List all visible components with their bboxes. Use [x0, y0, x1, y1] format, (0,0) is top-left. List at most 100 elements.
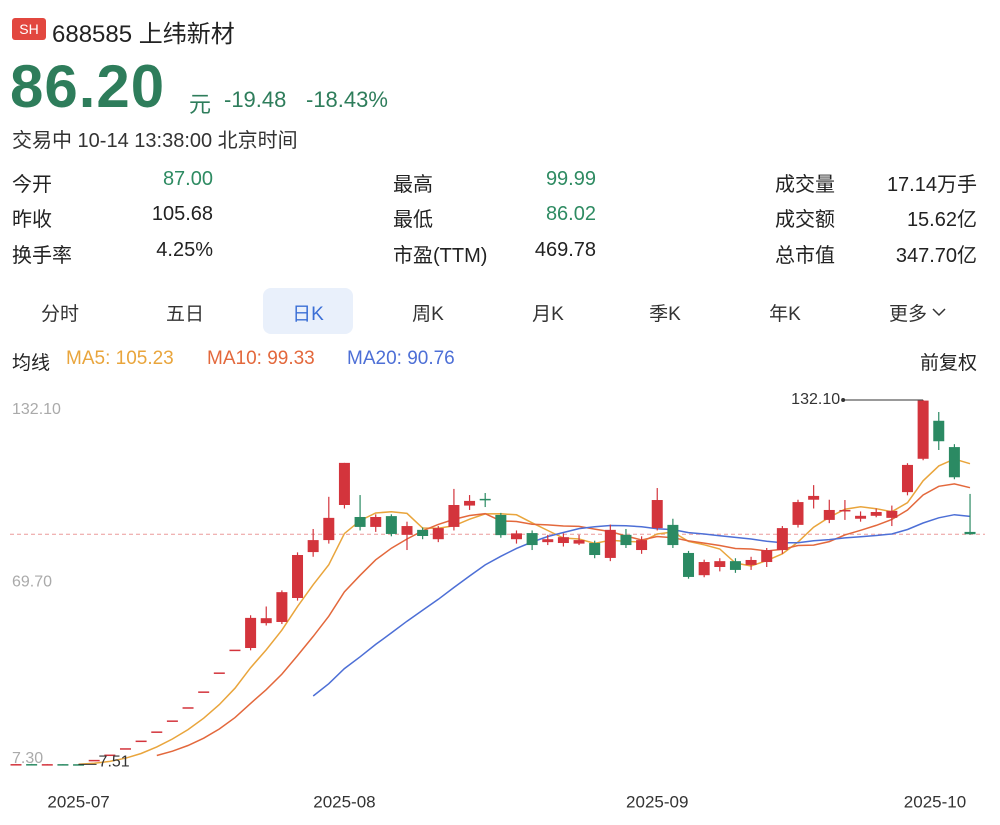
candle-body [323, 517, 335, 541]
stock-name: 688585 上纬新材 [52, 21, 235, 48]
candle-body [683, 552, 695, 577]
candle-body [448, 504, 460, 527]
tab[interactable]: 月K [532, 304, 564, 325]
stat-value: 86.02 [545, 203, 596, 225]
x-tick-label: 2025-10 [904, 792, 966, 811]
stat-label: 总市值 [775, 245, 835, 267]
adjust-mode[interactable]: 前复权 [919, 353, 977, 374]
annotation-dot [841, 398, 846, 402]
stat-label: 市盈(TTM) [393, 245, 488, 267]
stat-value: 347.70亿 [895, 245, 977, 267]
stat-value: 99.99 [545, 168, 596, 190]
y-tick-label: 69.70 [12, 574, 52, 591]
candle-body [57, 764, 69, 766]
candle-body [292, 555, 304, 599]
candle-body [385, 516, 397, 534]
stat-value: 15.62亿 [906, 209, 977, 231]
annotation-label: 132.10 [791, 391, 840, 408]
candle-body [886, 510, 898, 518]
candle-body [432, 528, 444, 540]
stat-label: 成交额 [775, 209, 835, 231]
candle-body [245, 617, 257, 649]
candle-body [714, 561, 726, 567]
candle-body [354, 516, 366, 527]
candle-body [41, 764, 53, 766]
candle-body [166, 720, 178, 722]
candle-body [307, 540, 319, 553]
stat-label: 换手率 [12, 245, 72, 267]
chevron [932, 308, 946, 317]
tab[interactable]: 五日 [165, 304, 205, 325]
candle-body [745, 559, 757, 565]
y-tick-label: 7.30 [12, 750, 43, 767]
legend-entry: MA20: 90.76 [347, 348, 455, 369]
candle-body [510, 533, 522, 540]
candle-body [557, 537, 569, 544]
stat-label: 成交量 [775, 174, 835, 196]
exchange-badge: SH [12, 18, 46, 40]
candle-body [761, 550, 773, 563]
candle-body [964, 531, 976, 535]
candle-body [104, 754, 116, 757]
active-tab-bg [263, 288, 353, 334]
stat-value: 105.68 [151, 203, 213, 225]
candle-body [933, 420, 945, 442]
candle-body [198, 691, 210, 693]
candle-body [667, 524, 679, 546]
candle-body [119, 748, 131, 750]
tab[interactable]: 分时 [40, 304, 80, 325]
y-tick-label: 132.10 [12, 401, 61, 418]
candle-body [417, 529, 429, 536]
tab[interactable]: 更多 [888, 304, 928, 325]
candle-body [182, 707, 194, 709]
annotation-label: 7.51 [99, 754, 130, 771]
candle-body [901, 464, 913, 493]
price-change-pct: -18.43% [306, 87, 388, 112]
stat-label: 最高 [393, 174, 433, 196]
legend-entry: MA10: 99.33 [207, 348, 315, 369]
trade-status: 交易中 10-14 13:38:00 北京时间 [12, 130, 298, 152]
candle-body [229, 649, 241, 652]
tab[interactable]: 年K [769, 304, 801, 325]
price-unit: 元 [189, 92, 212, 117]
candle-body [276, 592, 288, 622]
candle-body [401, 526, 413, 535]
candle-body [135, 740, 147, 743]
candle-body [88, 759, 100, 762]
price: 86.20 [10, 53, 166, 120]
candle-body [651, 500, 663, 529]
candle-body [870, 512, 882, 516]
candle-body [479, 498, 491, 501]
candle-body [729, 561, 741, 570]
candle-body [636, 540, 648, 551]
stat-label: 最低 [393, 209, 433, 231]
candle-body [948, 447, 960, 478]
candle-body [792, 502, 804, 525]
candle-body [823, 509, 835, 520]
candle-body [698, 562, 710, 576]
x-tick-label: 2025-08 [313, 792, 375, 811]
candle-body [370, 516, 382, 527]
tab[interactable]: 季K [649, 304, 681, 325]
candle-body [573, 540, 585, 544]
stat-label: 今开 [12, 174, 52, 196]
candle-body [855, 515, 867, 519]
candle-body [776, 528, 788, 551]
candle-body [464, 500, 476, 506]
candle-body [10, 764, 22, 766]
tab[interactable]: 日K [292, 304, 324, 325]
stat-label: 昨收 [12, 209, 52, 231]
stat-value: 17.14万手 [886, 174, 977, 196]
chevron-icon [932, 308, 946, 317]
ma-line [312, 513, 971, 697]
price-change: -19.48 [224, 87, 287, 112]
ma-line [78, 458, 971, 765]
candle-body [542, 539, 554, 543]
tab[interactable]: 周K [412, 304, 444, 325]
legend-title: 均线 [12, 353, 51, 374]
candle-body [589, 543, 601, 556]
kline-chart: 132.10 69.70 7.30 132.10 7.51 2025-07 2025-08 2… [10, 391, 985, 811]
candle-body [73, 764, 85, 766]
stat-value: 469.78 [534, 239, 596, 261]
